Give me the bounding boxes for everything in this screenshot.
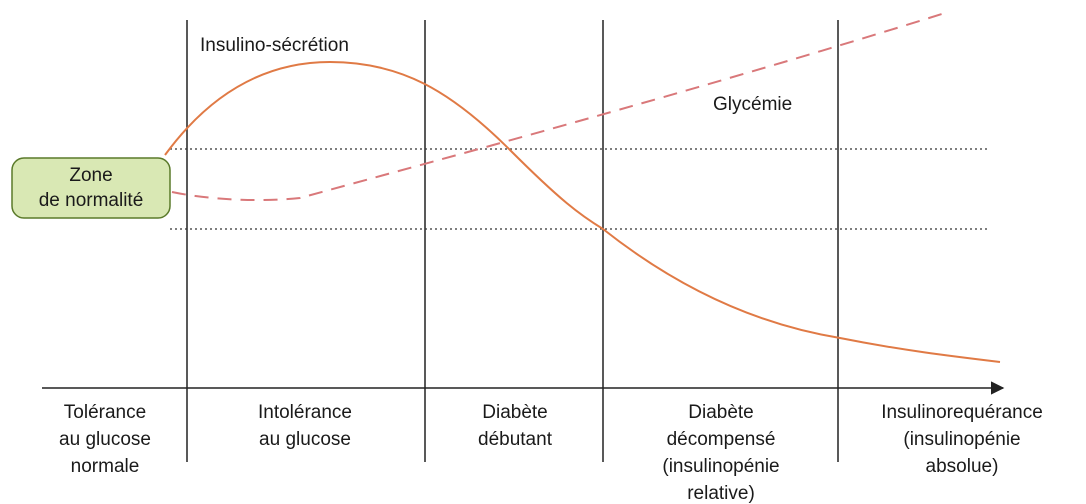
stage-label: au glucose [259, 429, 351, 450]
stage-label: absolue) [926, 456, 999, 477]
stage-label: Diabète [482, 402, 548, 423]
secretion-label: Insulino-sécrétion [200, 35, 349, 56]
stage-label: décompensé [667, 429, 776, 450]
stage-label: relative) [687, 483, 755, 504]
stage-dividers [186, 20, 839, 462]
stage-label: (insulinopénie [662, 456, 779, 477]
zone-box [11, 157, 171, 219]
normal-band [170, 148, 988, 230]
stage-label: (insulinopénie [903, 429, 1020, 450]
stage-label: Tolérance [64, 402, 146, 423]
stage-label: au glucose [59, 429, 151, 450]
zone-label: Zone [69, 165, 112, 186]
stage-label: débutant [478, 429, 553, 450]
stage-label: normale [71, 456, 140, 477]
glycemia-label: Glycémie [713, 94, 792, 115]
zone-label: de normalité [39, 190, 144, 211]
stage-label: Intolérance [258, 402, 352, 423]
stage-label: Diabète [688, 402, 754, 423]
glycemia-curve [171, 12, 946, 201]
secretion-curve [164, 60, 1001, 363]
stage-label: Insulinorequérance [881, 402, 1043, 423]
